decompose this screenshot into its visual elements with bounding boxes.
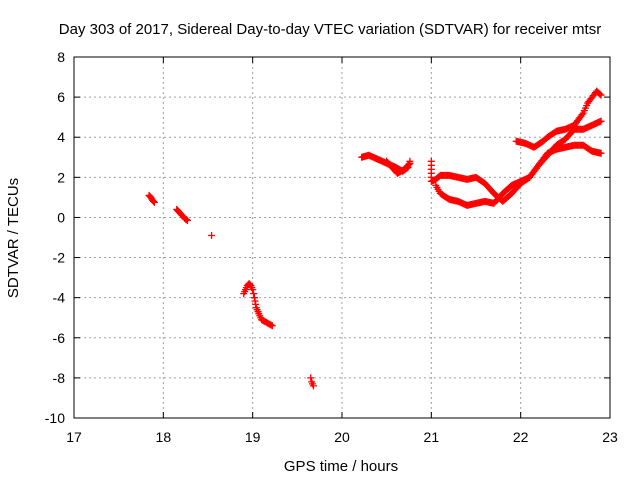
data-point <box>150 197 158 205</box>
x-tick-label: 17 <box>66 429 82 445</box>
y-tick-label: -10 <box>45 410 65 426</box>
x-tick-label: 21 <box>424 429 440 445</box>
data-point <box>208 231 216 239</box>
y-tick-label: 2 <box>57 169 65 185</box>
data-point <box>596 90 604 98</box>
data-point <box>597 149 605 157</box>
x-tick-label: 18 <box>156 429 172 445</box>
data-point <box>267 321 275 329</box>
x-tick-label: 20 <box>334 429 350 445</box>
x-tick-label: 22 <box>513 429 529 445</box>
data-point <box>309 382 317 390</box>
data-point <box>405 160 413 168</box>
data-point <box>268 322 276 330</box>
data-point <box>183 216 191 224</box>
x-tick-label: 19 <box>245 429 261 445</box>
data-point <box>250 290 258 298</box>
x-tick-label: 23 <box>602 429 618 445</box>
data-point <box>249 286 257 294</box>
data-point <box>307 374 315 382</box>
grid <box>74 57 610 418</box>
y-tick-label: -2 <box>53 250 66 266</box>
y-tick-label: -6 <box>53 330 66 346</box>
y-tick-label: 4 <box>57 129 65 145</box>
y-tick-label: -4 <box>53 290 66 306</box>
data-points <box>145 87 605 390</box>
chart-title: Day 303 of 2017, Sidereal Day-to-day VTE… <box>59 21 601 38</box>
y-tick-label: 8 <box>57 49 65 65</box>
data-point <box>578 111 586 119</box>
x-axis-title: GPS time / hours <box>284 458 398 475</box>
y-tick-label: -8 <box>53 370 66 386</box>
data-point <box>150 198 158 206</box>
y-tick-label: 6 <box>57 89 65 105</box>
y-axis-title: SDTVAR / TECUs <box>5 178 22 298</box>
tick-labels: 17 18 19 20 21 22 23 -10 -8 -6 -4 -2 0 2 4 6 8 <box>45 49 618 445</box>
data-point <box>183 216 191 224</box>
y-tick-label: 0 <box>57 209 65 225</box>
data-point <box>597 117 605 125</box>
data-point <box>406 159 414 167</box>
axis-ticks <box>73 56 611 419</box>
data-point <box>597 91 605 99</box>
